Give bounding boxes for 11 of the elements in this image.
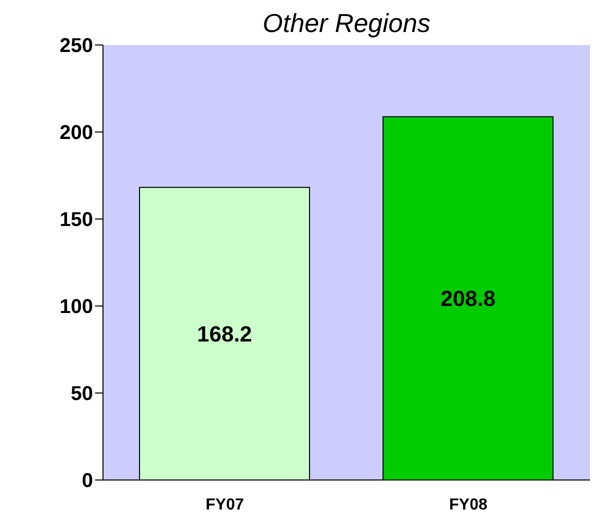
x-tick-label: FY08 [449,496,488,514]
y-tick-label: 0 [82,470,93,492]
y-tick-label: 250 [60,35,93,58]
y-tick-label: 200 [60,122,93,144]
data-label: 168.2 [196,321,252,346]
x-tick-label: FY07 [206,496,244,514]
chart-title: Other Regions [262,8,432,39]
y-tick-label: 100 [60,296,93,318]
data-label: 208.8 [440,286,496,312]
y-tick-label: 150 [60,209,93,232]
y-tick-label: 50 [70,383,93,406]
